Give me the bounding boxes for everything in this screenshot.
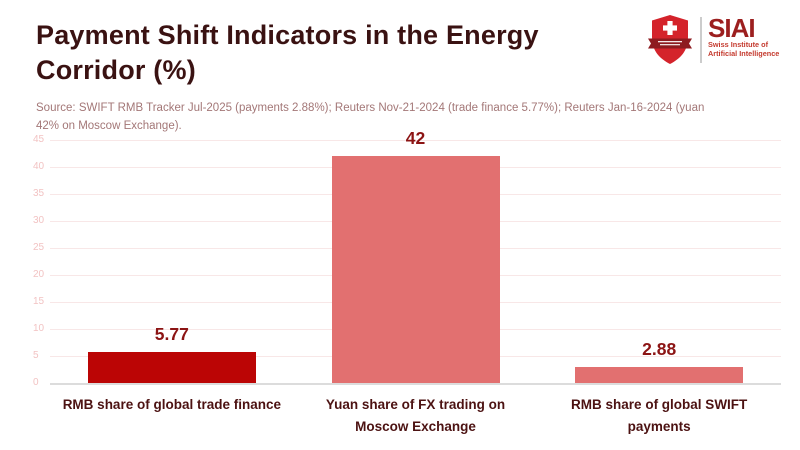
bar-value-label: 5.77 (154, 323, 189, 344)
source-note: Source: SWIFT RMB Tracker Jul-2025 (paym… (36, 102, 705, 132)
gridline (50, 166, 781, 168)
category-label: RMB share of global SWIFT payments (571, 397, 748, 434)
logo-separator (700, 17, 702, 63)
logo-text-block: SIAI Swiss Institute of Artificial Intel… (708, 14, 779, 59)
y-tick-label: 15 (33, 296, 45, 307)
y-tick-label: 0 (33, 377, 39, 388)
gridline (50, 139, 781, 141)
gridline (50, 247, 781, 249)
baseline (50, 382, 781, 385)
gridline (50, 220, 781, 222)
plot-area: 0 5 10 15 20 25 30 35 40 45 5.77 42 2.88 (33, 128, 781, 388)
logo-org-line1: Swiss Institute of (708, 40, 769, 49)
page-title: Payment Shift Indicators in the Energy C… (36, 20, 539, 85)
gridline (50, 301, 781, 303)
swiss-shield-icon (648, 15, 692, 64)
logo-acronym: SIAI (708, 13, 756, 43)
y-tick-label: 40 (33, 161, 45, 172)
bar (575, 367, 744, 383)
siai-logo: SIAI Swiss Institute of Artificial Intel… (648, 14, 779, 66)
y-tick-label: 20 (33, 269, 45, 280)
gridline (50, 274, 781, 276)
category-label: RMB share of global trade finance (62, 397, 281, 412)
gridline (50, 328, 781, 330)
y-tick-label: 10 (33, 323, 45, 334)
gridline (50, 193, 781, 195)
bar (331, 156, 500, 383)
gridline (50, 355, 781, 357)
logo-org-line2: Artificial Intelligence (708, 48, 780, 58)
category-label: Yuan share of FX trading on Moscow Excha… (325, 397, 506, 434)
y-tick-label: 25 (33, 242, 45, 253)
y-tick-label: 5 (33, 350, 39, 361)
category-labels-row: RMB share of global trade finance Yuan sh… (50, 394, 781, 437)
bar (87, 351, 256, 383)
y-tick-label: 30 (33, 215, 45, 226)
bar-value-label: 2.88 (642, 339, 677, 360)
y-tick-label: 35 (33, 188, 45, 199)
y-tick-label: 45 (33, 134, 45, 145)
